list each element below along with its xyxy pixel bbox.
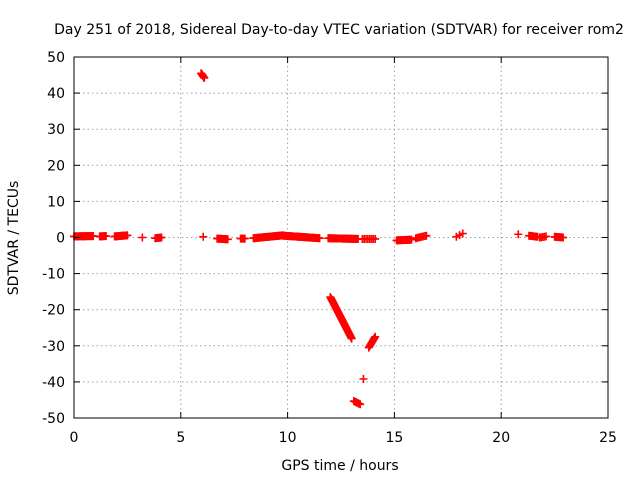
data-point [240, 234, 249, 243]
x-tick-label: 0 [70, 430, 79, 446]
data-point [223, 235, 232, 244]
data-point [200, 73, 209, 82]
y-tick-label: 30 [47, 122, 65, 138]
data-point [559, 233, 568, 242]
y-tick-label: 40 [47, 86, 65, 102]
data-point [371, 332, 380, 341]
x-tick-label: 10 [279, 430, 297, 446]
data-points [70, 69, 568, 409]
x-tick-label: 15 [385, 430, 403, 446]
data-point [407, 235, 416, 244]
data-point [422, 231, 431, 240]
data-point [356, 400, 365, 409]
y-tick-label: -40 [42, 375, 65, 391]
data-point [371, 234, 380, 243]
data-point [315, 234, 324, 243]
data-point [102, 232, 111, 241]
data-point [359, 375, 368, 384]
y-axis-label: SDTVAR / TECUs [6, 181, 22, 296]
x-tick-label: 5 [176, 430, 185, 446]
y-tick-label: -20 [42, 303, 65, 319]
x-tick-label: 25 [599, 430, 617, 446]
chart-title: Day 251 of 2018, Sidereal Day-to-day VTE… [54, 22, 624, 38]
data-point [458, 229, 467, 238]
data-point [199, 232, 208, 241]
data-point [347, 334, 356, 343]
y-tick-label: 10 [47, 194, 65, 210]
y-tick-label: 0 [56, 231, 65, 247]
axis-ticks: 0 5 10 15 20 25 50 40 30 20 10 0 -10 -20 -30 -40 -50 [42, 50, 617, 446]
y-tick-label: -50 [42, 411, 65, 427]
y-tick-label: -10 [42, 267, 65, 283]
data-point [514, 230, 523, 239]
y-tick-label: -30 [42, 339, 65, 355]
data-point [157, 233, 166, 242]
data-point [138, 233, 147, 242]
y-tick-label: 50 [47, 50, 65, 66]
y-tick-label: 20 [47, 158, 65, 174]
x-tick-label: 20 [492, 430, 510, 446]
data-point [123, 231, 132, 240]
x-axis-label: GPS time / hours [281, 458, 398, 474]
data-point [542, 232, 551, 241]
